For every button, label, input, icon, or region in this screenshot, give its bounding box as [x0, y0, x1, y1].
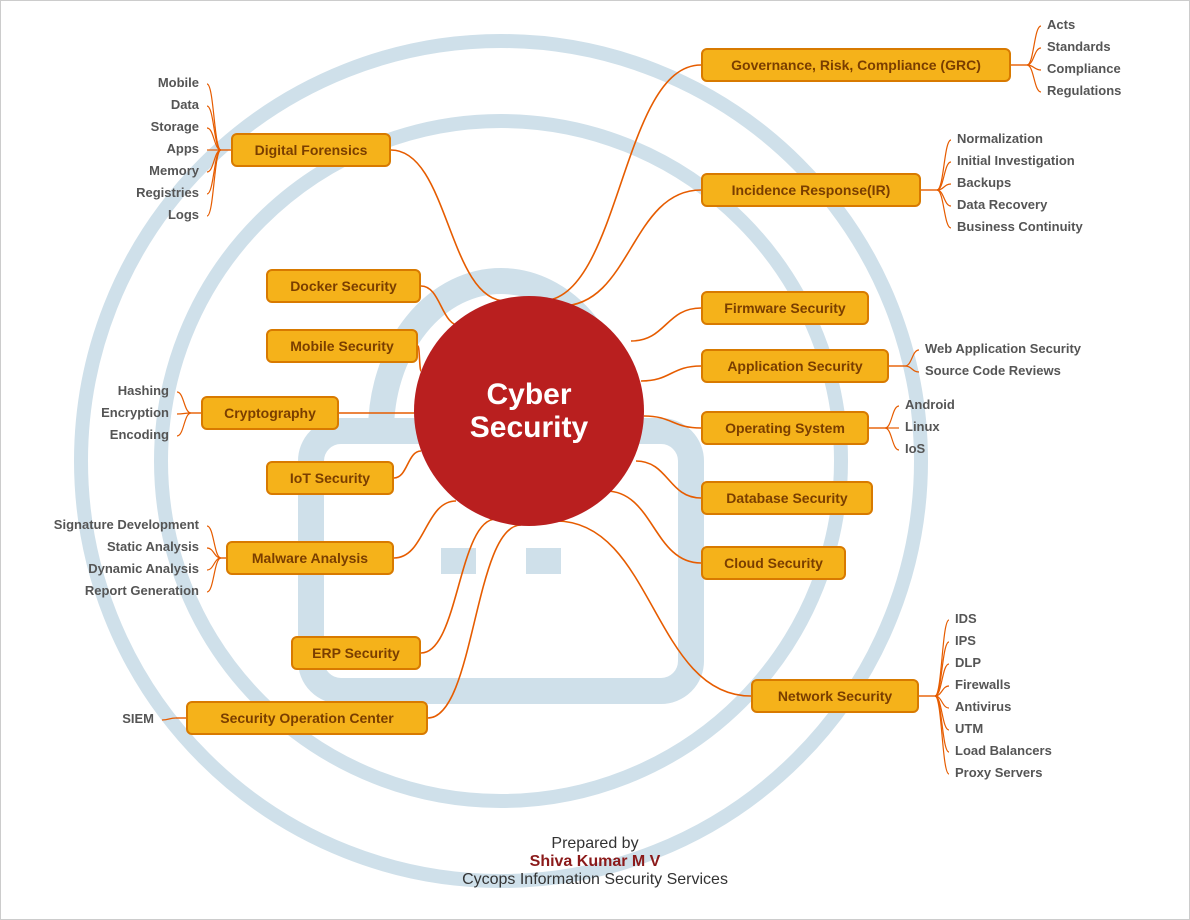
branch-grc: Governance, Risk, Compliance (GRC) — [701, 48, 1011, 82]
leaf-netsec-1: IPS — [955, 633, 976, 648]
leaf-malware-1: Static Analysis — [107, 539, 199, 554]
leaf-ir-3: Data Recovery — [957, 197, 1047, 212]
branch-mobile: Mobile Security — [266, 329, 418, 363]
leaf-forensics-0: Mobile — [158, 75, 199, 90]
leaf-os-1: Linux — [905, 419, 940, 434]
leaf-os-2: IoS — [905, 441, 925, 456]
center-label-line2: Security — [470, 411, 588, 444]
leaf-soc-0: SIEM — [122, 711, 154, 726]
leaf-malware-2: Dynamic Analysis — [88, 561, 199, 576]
branch-soc: Security Operation Center — [186, 701, 428, 735]
leaf-crypto-1: Encryption — [101, 405, 169, 420]
leaf-grc-1: Standards — [1047, 39, 1111, 54]
branch-forensics: Digital Forensics — [231, 133, 391, 167]
leaf-forensics-4: Memory — [149, 163, 199, 178]
branch-netsec: Network Security — [751, 679, 919, 713]
mindmap-canvas: CyberSecurity Governance, Risk, Complianc… — [0, 0, 1190, 920]
leaf-crypto-0: Hashing — [118, 383, 169, 398]
branch-cloud: Cloud Security — [701, 546, 846, 580]
leaf-netsec-7: Proxy Servers — [955, 765, 1042, 780]
leaf-forensics-5: Registries — [136, 185, 199, 200]
branch-ir: Incidence Response(IR) — [701, 173, 921, 207]
footer-prepared-by: Prepared by — [1, 835, 1189, 853]
footer-company: Cycops Information Security Services — [1, 871, 1189, 889]
branch-erp: ERP Security — [291, 636, 421, 670]
leaf-forensics-3: Apps — [167, 141, 200, 156]
leaf-netsec-4: Antivirus — [955, 699, 1011, 714]
branch-firmware: Firmware Security — [701, 291, 869, 325]
branch-docker: Docker Security — [266, 269, 421, 303]
branch-malware: Malware Analysis — [226, 541, 394, 575]
leaf-ir-1: Initial Investigation — [957, 153, 1075, 168]
leaf-grc-3: Regulations — [1047, 83, 1121, 98]
branch-os: Operating System — [701, 411, 869, 445]
leaf-malware-3: Report Generation — [85, 583, 199, 598]
branch-crypto: Cryptography — [201, 396, 339, 430]
footer: Prepared by Shiva Kumar M V Cycops Infor… — [1, 835, 1189, 889]
branch-db: Database Security — [701, 481, 873, 515]
footer-author: Shiva Kumar M V — [1, 853, 1189, 871]
branch-appsec: Application Security — [701, 349, 889, 383]
center-node: CyberSecurity — [414, 296, 644, 526]
leaf-grc-0: Acts — [1047, 17, 1075, 32]
leaf-forensics-1: Data — [171, 97, 199, 112]
leaf-netsec-0: IDS — [955, 611, 977, 626]
leaf-forensics-2: Storage — [151, 119, 199, 134]
leaf-netsec-2: DLP — [955, 655, 981, 670]
leaf-ir-4: Business Continuity — [957, 219, 1083, 234]
leaf-netsec-3: Firewalls — [955, 677, 1011, 692]
leaf-malware-0: Signature Development — [54, 517, 199, 532]
branch-iot: IoT Security — [266, 461, 394, 495]
leaf-appsec-0: Web Application Security — [925, 341, 1081, 356]
leaf-os-0: Android — [905, 397, 955, 412]
leaf-ir-2: Backups — [957, 175, 1011, 190]
leaf-crypto-2: Encoding — [110, 427, 169, 442]
leaf-netsec-6: Load Balancers — [955, 743, 1052, 758]
center-label-line1: Cyber — [486, 378, 571, 411]
leaf-grc-2: Compliance — [1047, 61, 1121, 76]
leaf-forensics-6: Logs — [168, 207, 199, 222]
leaf-appsec-1: Source Code Reviews — [925, 363, 1061, 378]
leaf-ir-0: Normalization — [957, 131, 1043, 146]
leaf-netsec-5: UTM — [955, 721, 983, 736]
